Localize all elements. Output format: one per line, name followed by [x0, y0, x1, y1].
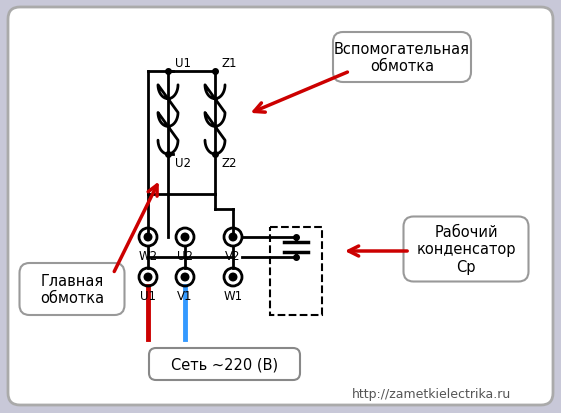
- Text: U1: U1: [175, 57, 191, 70]
- Bar: [270, 228, 322, 315]
- Circle shape: [144, 234, 152, 241]
- Circle shape: [229, 234, 237, 241]
- Circle shape: [229, 273, 237, 281]
- Text: W2: W2: [139, 249, 158, 262]
- Circle shape: [144, 273, 152, 281]
- Text: http://zametkielectrika.ru: http://zametkielectrika.ru: [352, 387, 512, 401]
- Text: U2: U2: [175, 157, 191, 170]
- Text: Z1: Z1: [222, 57, 237, 70]
- Text: Сеть ~220 (В): Сеть ~220 (В): [172, 357, 279, 372]
- FancyBboxPatch shape: [8, 8, 553, 405]
- Circle shape: [181, 273, 189, 281]
- Text: Z2: Z2: [222, 157, 237, 170]
- Text: U2: U2: [177, 249, 193, 262]
- FancyBboxPatch shape: [403, 217, 528, 282]
- Text: Вспомогательная
обмотка: Вспомогательная обмотка: [334, 42, 470, 74]
- Text: W1: W1: [223, 289, 242, 302]
- Text: V1: V1: [177, 289, 193, 302]
- FancyBboxPatch shape: [333, 33, 471, 83]
- FancyBboxPatch shape: [20, 263, 125, 315]
- Circle shape: [181, 234, 189, 241]
- FancyBboxPatch shape: [149, 348, 300, 380]
- Text: U1: U1: [140, 289, 156, 302]
- Text: Рабочий
конденсатор
Ср: Рабочий конденсатор Ср: [416, 225, 516, 274]
- Text: Главная
обмотка: Главная обмотка: [40, 273, 104, 306]
- Text: V2: V2: [226, 249, 241, 262]
